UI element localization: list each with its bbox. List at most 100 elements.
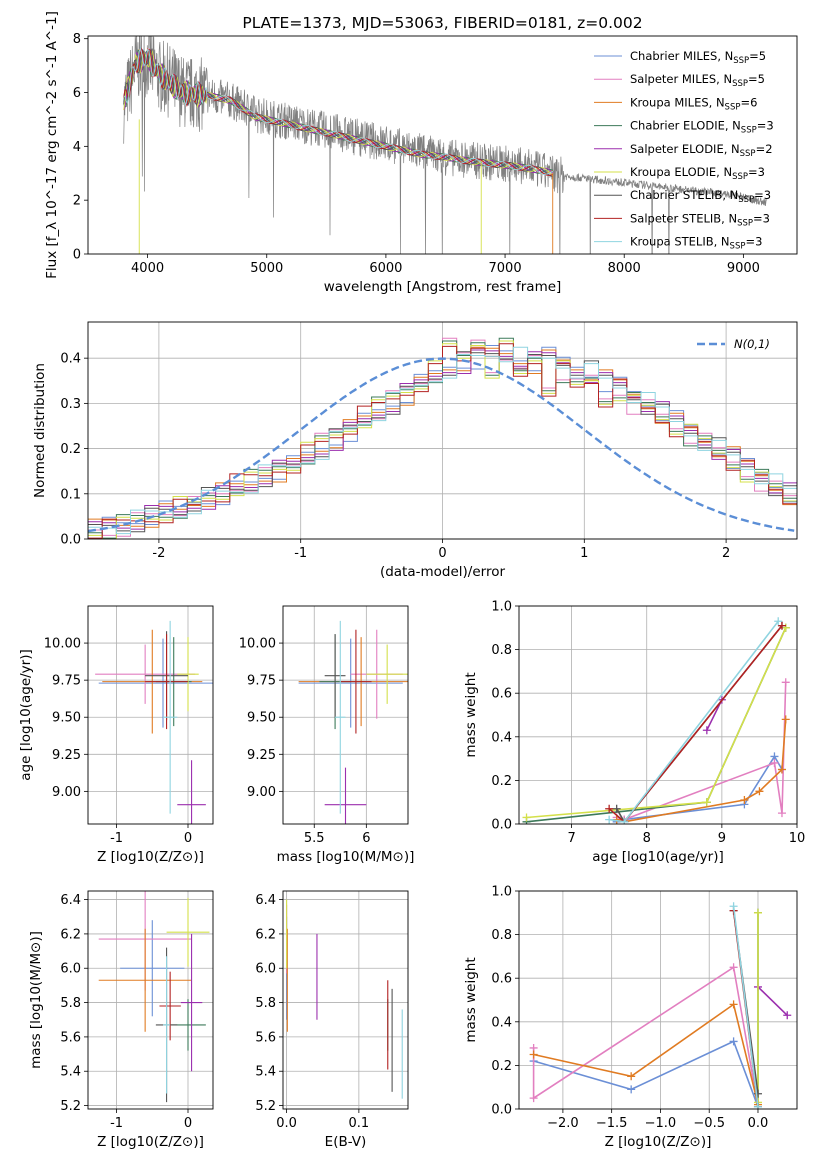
spectrum-frame [87, 35, 798, 255]
spectrum-axes: 4000 5000 6000 7000 8000 9000 0 2 4 6 8 [73, 32, 760, 276]
legend-entry-suffix: =3 [757, 119, 774, 133]
spectrum-ytick-label: 8 [73, 32, 81, 47]
age-vs-mass-frame [282, 605, 409, 825]
residuals-ylabel: Normed distribution [32, 363, 48, 498]
age-vs-mass-axes: 5.5 6 9.00 9.25 9.50 9.75 10.00 [239, 606, 408, 846]
residuals-ytick-label: 0.4 [60, 352, 81, 367]
age-vs-z-ytick-label: 9.50 [52, 711, 81, 726]
legend-entry-name: Chabrier STELIB, N [630, 188, 738, 202]
legend-entry-sub: SSP [730, 242, 746, 252]
weight-vs-z-point-marker [729, 902, 738, 911]
weight-vs-z-series-line [533, 1040, 759, 1108]
weight-vs-age-ytick-label: 0.4 [491, 730, 512, 745]
age-vs-z-plot-area [95, 620, 213, 824]
age-vs-mass-ytick-label: 9.25 [247, 748, 276, 763]
normal-distribution-curve [88, 357, 795, 533]
mass-vs-ebv-ytick-label: 5.4 [255, 1065, 276, 1080]
mass-vs-z-ytick-label: 5.6 [60, 1030, 81, 1045]
residuals-axes: -2 -1 0 1 2 0.0 0.1 0.2 0.3 0.4 [60, 322, 797, 561]
legend-entry-sub: SSP [738, 195, 754, 205]
weight-vs-age-series-line [526, 627, 787, 819]
weight-vs-z-ytick-label: 0.4 [491, 1015, 512, 1030]
weight-vs-z-ytick-label: 1.0 [491, 885, 512, 900]
legend-entry-sub: SSP [732, 79, 748, 89]
age-vs-mass-ytick-label: 10.00 [239, 637, 276, 652]
residuals-xtick-label: -2 [152, 546, 165, 561]
legend-entry-sub: SSP [740, 149, 756, 159]
weight-vs-z-ytick-label: 0.6 [491, 972, 512, 987]
legend-entry-name: Salpeter ELODIE, N [630, 142, 740, 156]
weight-vs-age-ytick-label: 0.2 [491, 774, 512, 789]
weight-vs-age-series-line [706, 699, 723, 731]
spectrum-xtick-label: 8000 [608, 261, 641, 276]
legend-entry: Chabrier STELIB, NSSP=3 [630, 188, 771, 205]
weight-vs-z-point-marker [729, 1037, 738, 1046]
weight-vs-age-point-marker [522, 813, 531, 822]
weight-vs-age-series-line [616, 754, 783, 823]
legend-entry-sub: SSP [737, 218, 753, 228]
weight-vs-age-ytick-label: 0.0 [491, 818, 512, 833]
spectrum-xtick-label: 9000 [727, 261, 760, 276]
mass-vs-z-frame [87, 890, 214, 1110]
weight-vs-age-point-marker [702, 798, 711, 807]
legend-entry-name: Kroupa ELODIE, N [630, 165, 732, 179]
legend-entry-name: Kroupa MILES, N [630, 95, 725, 109]
weight-vs-age-point-marker [777, 765, 786, 774]
legend-entry-suffix: =5 [749, 49, 766, 63]
mass-vs-ebv-ytick-label: 6.2 [255, 927, 276, 942]
residuals-xlabel: (data-model)/error [380, 564, 506, 580]
weight-vs-z-point-marker [753, 1089, 762, 1098]
mass-vs-z-ytick-label: 6.4 [60, 893, 81, 908]
weight-vs-z-ytick-label: 0.2 [491, 1059, 512, 1074]
spectrum-ytick-label: 4 [73, 140, 81, 155]
legend-entry: N(0,1) [734, 337, 770, 351]
residuals-xtick-label: 1 [580, 546, 588, 561]
mass-vs-ebv-ytick-label: 5.2 [255, 1099, 276, 1114]
age-vs-z-ytick-label: 9.00 [52, 785, 81, 800]
mass-vs-ebv-ytick-label: 5.8 [255, 996, 276, 1011]
weight-vs-z-frame [518, 890, 798, 1110]
legend-entry-sub: SSP [741, 126, 757, 136]
weight-vs-age-ytick-label: 0.6 [491, 687, 512, 702]
weight-vs-age-point-marker [755, 787, 764, 796]
age-vs-z-ylabel: age [log10(age/yr)] [18, 649, 34, 781]
weight-vs-age-point-marker [612, 804, 621, 813]
weight-vs-age-point-marker [702, 726, 711, 735]
legend-entry: Kroupa MILES, NSSP=6 [630, 95, 757, 112]
age-vs-z-axes: -1 0 9.00 9.25 9.50 9.75 10.00 [44, 606, 213, 846]
legend-entry: Salpeter STELIB, NSSP=3 [630, 211, 770, 228]
weight-vs-age-xtick-label: 8 [643, 831, 651, 846]
mass-vs-ebv-xlabel: E(B-V) [325, 1134, 367, 1150]
mass-vs-ebv-frame [282, 890, 409, 1110]
mass-vs-ebv-ytick-label: 6.0 [255, 962, 276, 977]
legend-entry-suffix: =5 [748, 72, 765, 86]
weight-vs-z-xtick-label: −2.0 [547, 1116, 579, 1131]
residuals-plot-area [88, 337, 797, 539]
mass-vs-ebv-axes: 0.0 0.1 5.2 5.4 5.6 5.8 6.0 6.2 6.4 [255, 891, 408, 1131]
weight-vs-age-point-marker [605, 804, 614, 813]
age-vs-z-frame [87, 605, 214, 825]
age-vs-mass-xtick-label: 5.5 [304, 831, 325, 846]
age-vs-mass-xlabel: mass [log10(M/M⊙)] [277, 849, 415, 865]
spectrum-xlabel: wavelength [Angstrom, rest frame] [324, 279, 562, 295]
chart-title: PLATE=1373, MJD=53063, FIBERID=0181, z=0… [242, 14, 642, 32]
weight-vs-age-point-marker [740, 796, 749, 805]
mass-vs-z-xtick-label: -1 [110, 1116, 123, 1131]
mass-vs-z-plot-area [98, 891, 210, 1103]
weight-vs-z-xtick-label: −1.5 [596, 1116, 628, 1131]
weight-vs-z-ytick-label: 0.8 [491, 928, 512, 943]
spectrum-ytick-label: 2 [73, 194, 81, 209]
weight-vs-age-xlabel: age [log10(age/yr)] [592, 849, 724, 865]
age-vs-mass-plot-area [298, 620, 408, 824]
weight-vs-age-point-marker [605, 815, 614, 824]
legend-entry: Chabrier ELODIE, NSSP=3 [630, 119, 774, 136]
mass-vs-z-xtick-label: 0 [184, 1116, 192, 1131]
weight-vs-z-point-marker [783, 1011, 792, 1020]
legend-entry-sub: SSP [725, 102, 741, 112]
weight-vs-age-plot-area [522, 617, 790, 824]
age-vs-mass-ytick-label: 9.50 [247, 711, 276, 726]
legend-entry-name: Chabrier ELODIE, N [630, 119, 741, 133]
weight-vs-age-xtick-label: 7 [567, 831, 575, 846]
